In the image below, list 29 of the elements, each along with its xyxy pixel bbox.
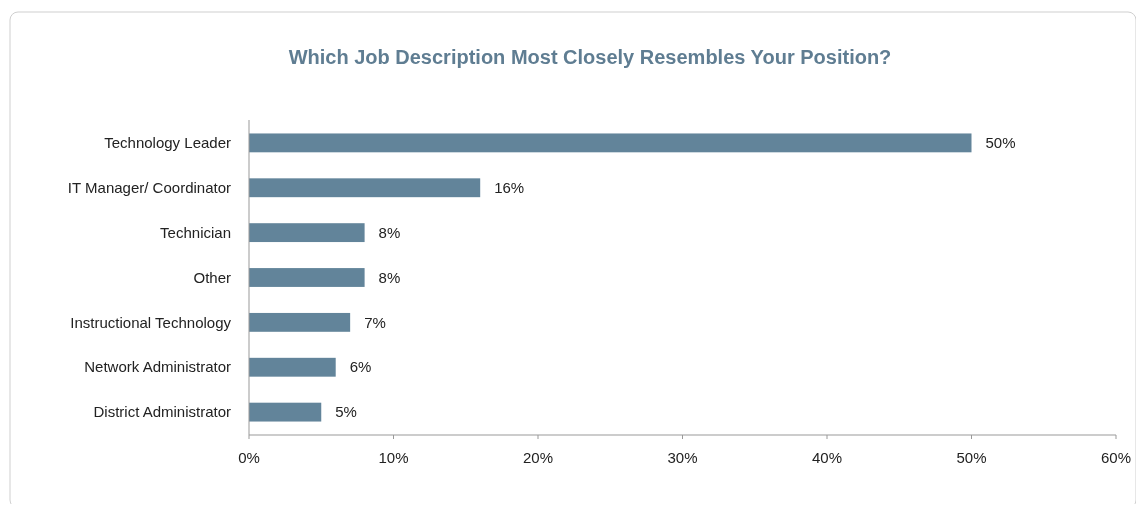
x-tick-label: 60% bbox=[1100, 449, 1132, 466]
bar bbox=[249, 178, 481, 198]
x-tick-label: 30% bbox=[667, 449, 698, 466]
bar bbox=[249, 357, 336, 377]
data-label: 6% bbox=[349, 358, 372, 376]
data-label: 8% bbox=[378, 223, 401, 241]
data-label: 8% bbox=[378, 268, 401, 286]
y-tick-label: Other bbox=[193, 268, 231, 286]
bar bbox=[249, 312, 351, 332]
data-label: 16% bbox=[494, 179, 525, 197]
y-tick-label: Technology Leader bbox=[104, 134, 231, 152]
x-tick-label: 40% bbox=[811, 449, 843, 466]
y-tick-label: IT Manager/ Coordinator bbox=[67, 179, 231, 197]
data-label: 5% bbox=[335, 403, 357, 421]
x-tick-label: 50% bbox=[956, 449, 987, 466]
data-label: 50% bbox=[985, 134, 1016, 152]
y-tick-label: Technician bbox=[160, 223, 231, 241]
x-tick-label: 20% bbox=[522, 449, 554, 466]
y-tick-label: District Administrator bbox=[93, 403, 231, 421]
bar bbox=[249, 223, 365, 243]
chart-title: Which Job Description Most Closely Resembles Your Position? bbox=[288, 46, 892, 68]
bar bbox=[249, 268, 365, 287]
data-label: 7% bbox=[364, 313, 386, 331]
bar bbox=[249, 402, 322, 422]
x-tick-label: 10% bbox=[378, 449, 409, 466]
bar bbox=[249, 133, 972, 153]
y-tick-label: Instructional Technology bbox=[70, 313, 232, 331]
x-tick-label: 0% bbox=[238, 449, 260, 466]
y-tick-label: Network Administrator bbox=[84, 358, 231, 376]
